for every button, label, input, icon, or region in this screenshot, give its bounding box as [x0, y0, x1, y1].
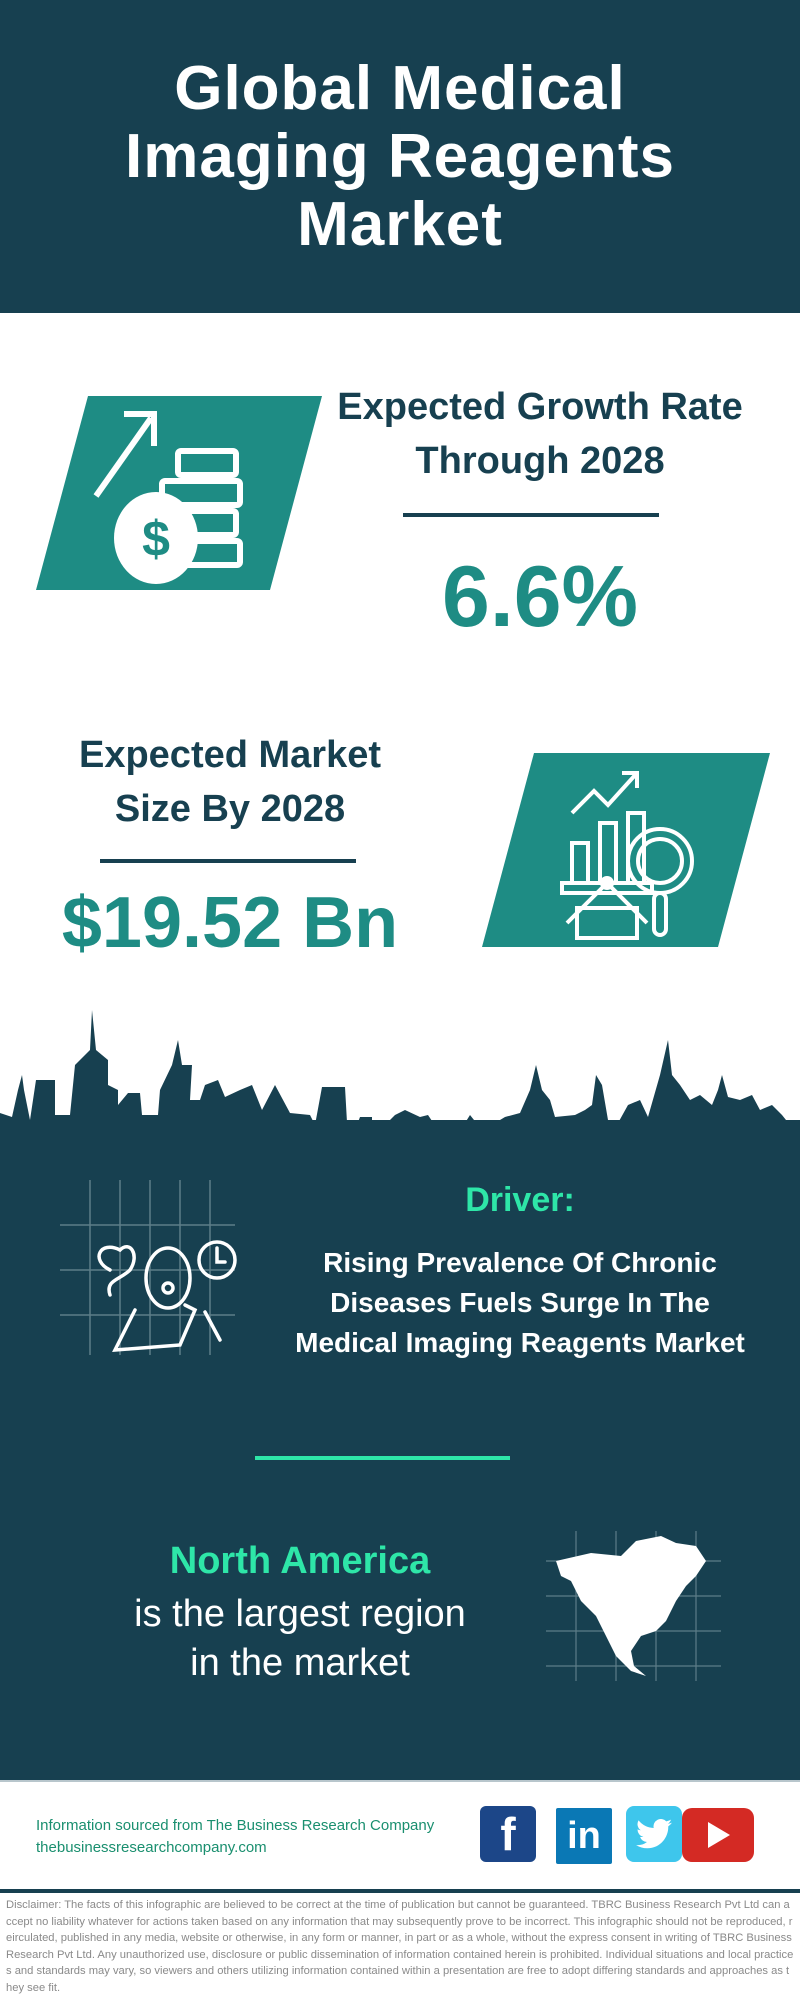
- youtube-icon[interactable]: [682, 1808, 754, 1862]
- market-size-title: Expected Market Size By 2028: [78, 734, 381, 830]
- region-line-1: is the largest region: [134, 1593, 466, 1635]
- skyline-illustration: [0, 1010, 800, 1130]
- disclaimer-text: Disclaimer: The facts of this infographi…: [6, 1899, 794, 1994]
- driver-text: Rising Prevalence Of Chronic Diseases Fu…: [295, 1247, 745, 1358]
- region-name: North America: [169, 1540, 431, 1582]
- divider: [403, 513, 659, 517]
- twitter-icon[interactable]: [626, 1806, 682, 1862]
- source-text: Information sourced from The Business Re…: [36, 1817, 435, 1834]
- patient-icon: [60, 1180, 237, 1355]
- market-analysis-icon: [482, 753, 770, 947]
- divider: [0, 1780, 800, 1782]
- driver-region-section: [0, 1120, 800, 1780]
- north-america-map-icon: [546, 1531, 721, 1681]
- region-line-2: in the market: [190, 1642, 410, 1684]
- divider: [100, 859, 356, 863]
- page-title: Global Medical Imaging Reagents Market: [125, 53, 675, 259]
- header-banner: Global Medical Imaging Reagents Market: [0, 0, 800, 313]
- svg-text:$: $: [142, 511, 170, 567]
- driver-label: Driver:: [465, 1181, 575, 1219]
- growth-title: Expected Growth Rate Through 2028: [337, 386, 743, 482]
- divider: [0, 1889, 800, 1893]
- linkedin-icon[interactable]: in: [556, 1808, 612, 1864]
- accent-divider: [255, 1456, 510, 1460]
- growth-value: 6.6%: [441, 549, 639, 645]
- website-link[interactable]: thebusinessresearchcompany.com: [36, 1839, 267, 1856]
- market-size-value: $19.52 Bn: [61, 883, 399, 963]
- facebook-icon[interactable]: f: [480, 1806, 536, 1862]
- money-growth-icon: $: [36, 396, 322, 590]
